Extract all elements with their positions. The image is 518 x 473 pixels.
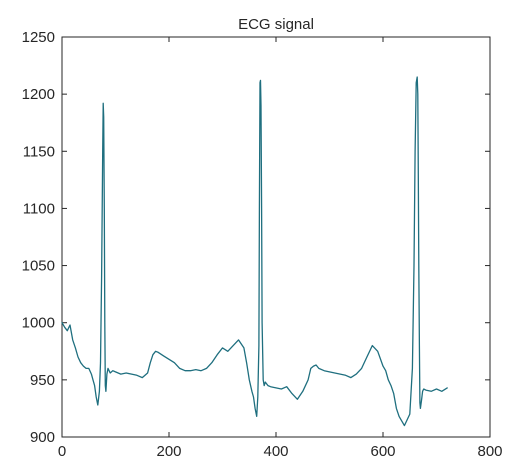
- x-tick-label: 600: [370, 443, 395, 460]
- x-tick-label: 0: [58, 443, 66, 460]
- ecg-signal-line: [61, 76, 448, 427]
- y-tick-label: 950: [30, 372, 55, 389]
- chart-title: ECG signal: [238, 16, 314, 33]
- series-group: [61, 76, 448, 427]
- x-tick-label: 200: [156, 443, 181, 460]
- x-tick-label: 800: [477, 443, 502, 460]
- y-tick-label: 1250: [22, 29, 55, 46]
- y-tick-label: 1150: [23, 143, 55, 160]
- x-tick-label: 400: [263, 443, 288, 460]
- y-tick-label: 900: [30, 429, 55, 446]
- y-tick-label: 1200: [22, 86, 55, 103]
- axis-ticks: 0 200 400 600 800 900 950 1000 1050 1100 1150 1200 1…: [22, 29, 503, 460]
- y-tick-label: 1000: [22, 315, 55, 332]
- y-tick-label: 1100: [23, 200, 55, 217]
- y-tick-label: 1050: [22, 258, 55, 275]
